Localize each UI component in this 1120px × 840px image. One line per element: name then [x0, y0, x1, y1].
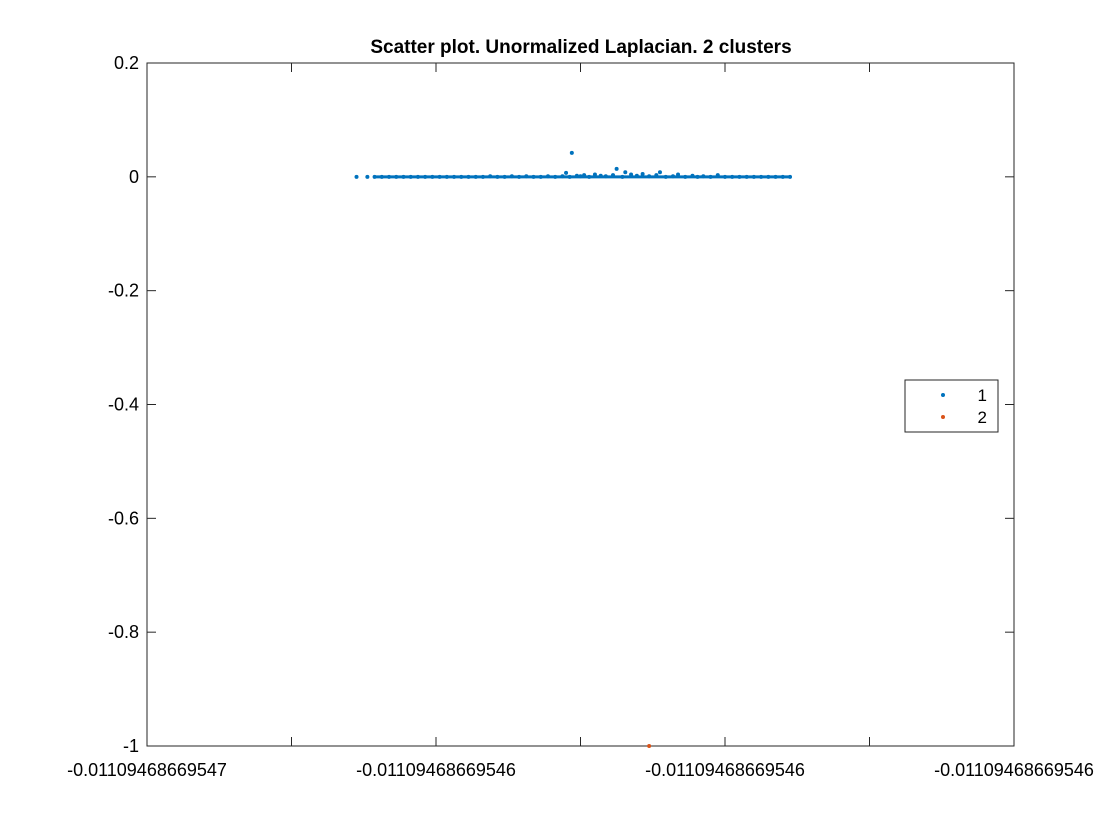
y-tick-label: -0.2 [108, 281, 139, 301]
x-tick-label: -0.01109468669546 [645, 760, 805, 780]
series-1-point [354, 174, 359, 179]
y-tick-label: -0.8 [108, 622, 139, 642]
y-tick-label: -0.4 [108, 395, 139, 415]
series-1-point [614, 166, 619, 171]
y-tick-label: -1 [123, 736, 139, 756]
series-1-point [365, 174, 370, 179]
series-1-point [569, 150, 574, 155]
x-tick-label: -0.01109468669547 [67, 760, 227, 780]
axis-ticks: -0.01109468669547 -0.01109468669546 -0.011… [67, 53, 1094, 780]
plot-area-frame [146, 62, 1015, 747]
series-1-point [640, 171, 645, 176]
legend-label-2: 2 [978, 408, 987, 427]
legend-marker-1 [941, 393, 945, 397]
series-2-point [647, 744, 652, 748]
legend-box [904, 379, 999, 433]
series-1-point [657, 170, 662, 175]
series-1-point [623, 170, 628, 175]
legend: 12 [904, 379, 999, 433]
legend-marker-2 [941, 415, 945, 419]
series-1-point [564, 170, 569, 175]
series-1 [354, 150, 793, 179]
legend-label-1: 1 [978, 386, 987, 405]
chart-title: Scatter plot. Unormalized Laplacian. 2 c… [370, 37, 791, 58]
y-tick-label: -0.6 [108, 508, 139, 528]
y-tick-label: 0.2 [114, 53, 139, 73]
x-tick-label: -0.01109468669546 [356, 760, 516, 780]
series-2 [647, 744, 652, 748]
y-tick-label: 0 [129, 167, 139, 187]
data-points [354, 150, 793, 748]
x-tick-label: -0.01109468669546 [934, 760, 1094, 780]
